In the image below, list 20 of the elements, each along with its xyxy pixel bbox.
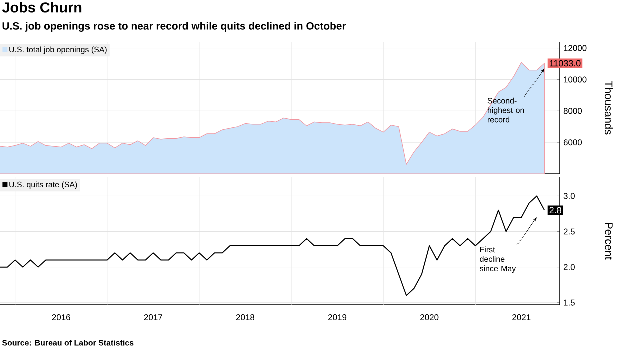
- y-tick-label: 3.0: [564, 193, 575, 200]
- x-tick-label: 2021: [512, 314, 531, 321]
- y-tick-label: 2.0: [564, 264, 575, 270]
- y-tick-label: 6000: [564, 140, 582, 146]
- x-tick-label: 2018: [236, 314, 255, 321]
- y-tick-label: 2.5: [564, 228, 575, 235]
- y-axis-title: Thousands: [604, 81, 614, 135]
- chart-title: Jobs Churn: [2, 2, 82, 13]
- y-tick-label: 10000: [564, 76, 587, 83]
- x-tick-label: 2020: [420, 314, 439, 321]
- chart-subtitle: U.S. job openings rose to near record while quits declined in October: [2, 22, 346, 32]
- data-label: 2.8: [550, 207, 562, 214]
- x-tick-label: 2017: [144, 314, 162, 321]
- y-tick-label: 8000: [564, 108, 582, 114]
- data-label: 11033.0: [550, 60, 581, 67]
- y-tick-label: 1.5: [564, 300, 575, 306]
- x-tick-label: 2016: [52, 314, 70, 321]
- y-tick-label: 12000: [564, 45, 587, 52]
- y-axis-title: Percent: [605, 223, 613, 260]
- x-tick-label: 2019: [328, 314, 347, 321]
